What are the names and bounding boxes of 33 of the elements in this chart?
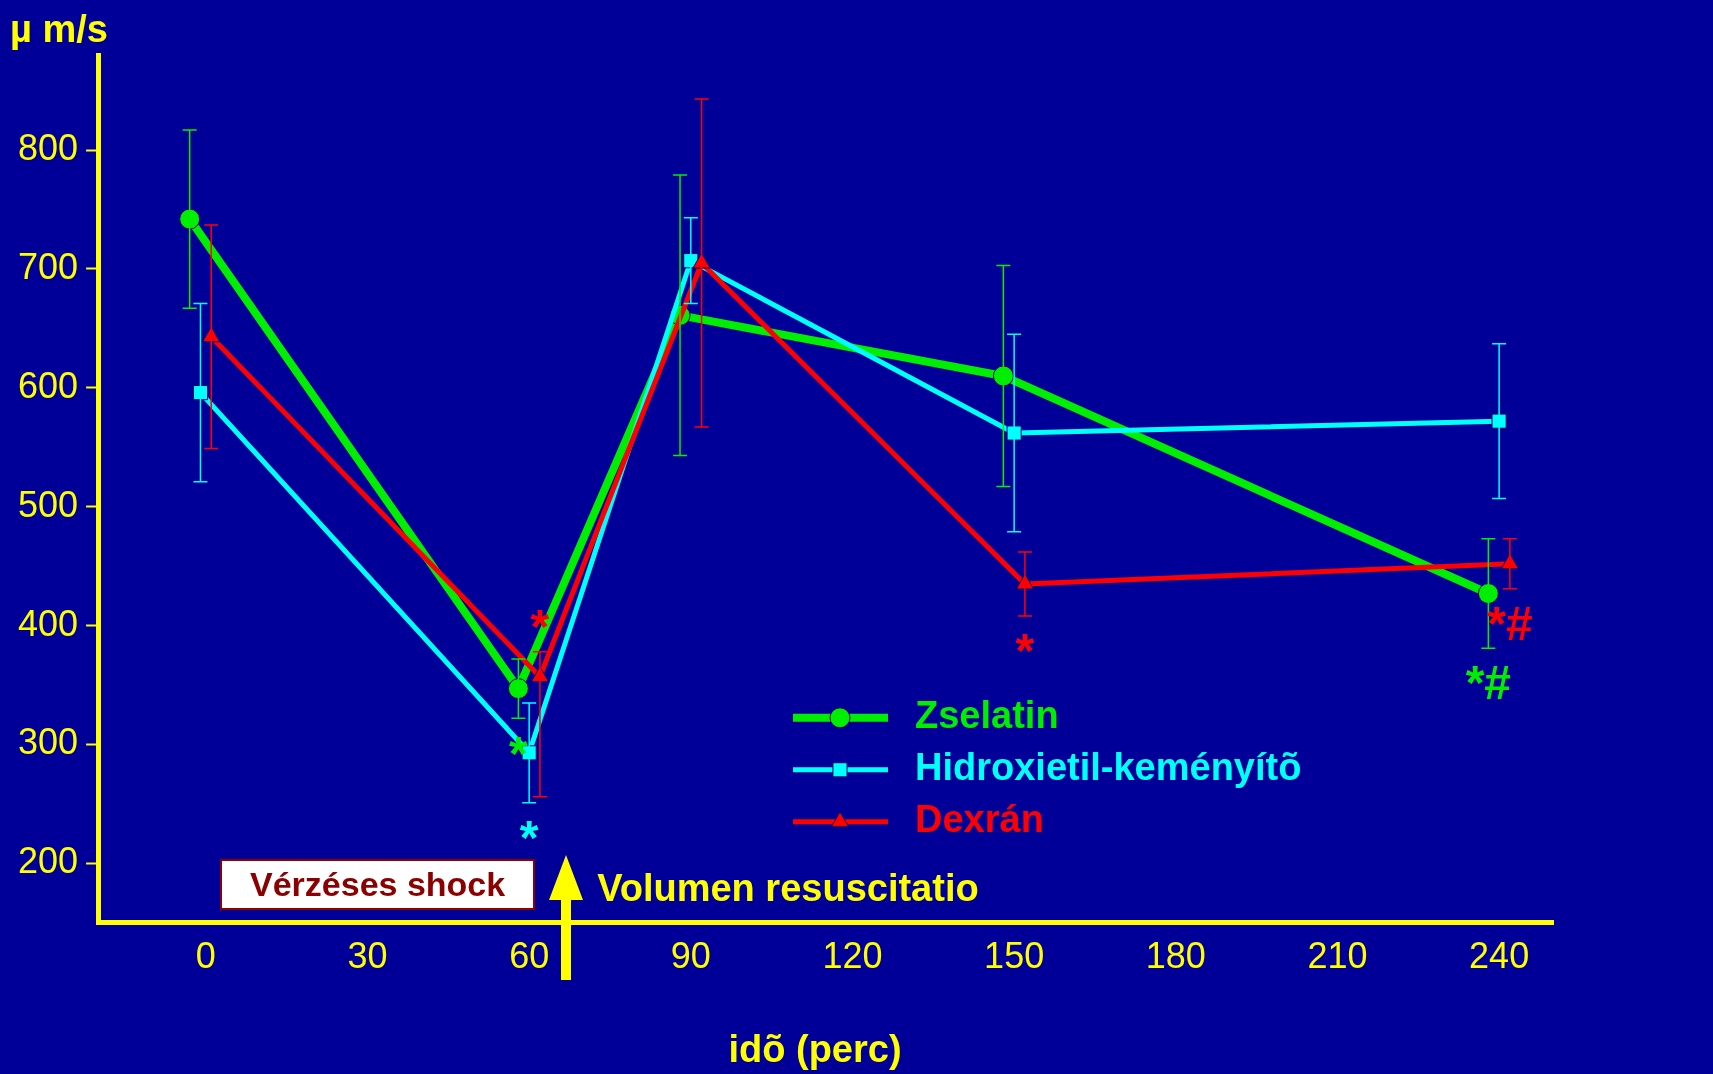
x-tick-label: 120 (822, 935, 883, 977)
y-tick-label: 400 (17, 602, 79, 644)
point (1491, 413, 1507, 429)
legend-label: Hidroxietil-keményítõ (915, 746, 1302, 789)
y-tick-label: 200 (17, 840, 79, 882)
y-tick-label: 700 (17, 245, 79, 287)
annotation: *# (1465, 656, 1512, 710)
x-tick-label: 90 (670, 935, 711, 977)
x-axis-title: idõ (perc) (727, 1028, 903, 1071)
legend-label: Zselatin (915, 694, 1059, 737)
x-tick-label: 150 (984, 935, 1045, 977)
annotation: * (519, 810, 539, 864)
y-axis-title: µ m/s (10, 8, 108, 51)
annotation: Volumen resuscitatio (597, 867, 979, 910)
annotation: * (1015, 624, 1035, 678)
legend-label: Dexrán (915, 798, 1044, 841)
y-tick-label: 300 (17, 721, 79, 763)
point (507, 678, 529, 700)
y-tick-label: 500 (17, 483, 79, 525)
point (1477, 583, 1499, 605)
annotation: Vérzéses shock (250, 865, 506, 903)
y-tick-label: 800 (17, 127, 79, 169)
point (992, 365, 1014, 387)
x-tick-label: 240 (1469, 935, 1530, 977)
point (179, 208, 201, 230)
x-tick-label: 180 (1145, 935, 1206, 977)
point (192, 385, 209, 401)
x-tick-label: 210 (1307, 935, 1368, 977)
x-tick-label: 30 (347, 935, 388, 977)
x-tick-label: 60 (509, 935, 550, 977)
point (1006, 425, 1022, 441)
x-tick-label: 0 (195, 935, 216, 977)
y-tick-label: 600 (17, 364, 79, 406)
